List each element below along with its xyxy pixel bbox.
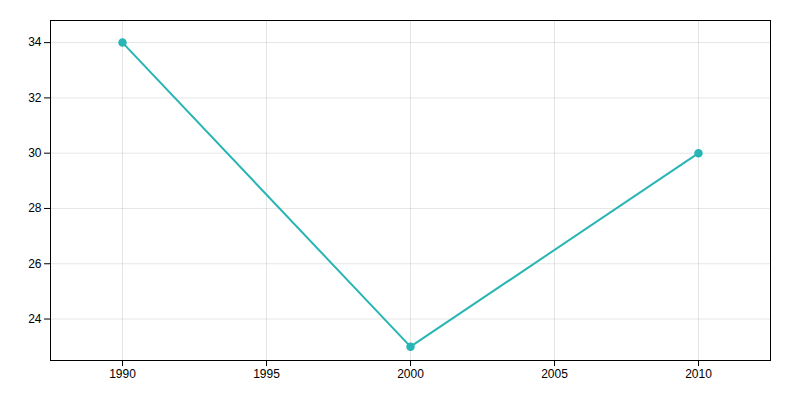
svg-text:28: 28 (28, 201, 42, 215)
svg-text:1990: 1990 (109, 367, 136, 381)
svg-text:24: 24 (28, 312, 42, 326)
svg-text:2010: 2010 (685, 367, 712, 381)
svg-text:2005: 2005 (541, 367, 568, 381)
svg-text:32: 32 (28, 91, 42, 105)
svg-text:30: 30 (28, 146, 42, 160)
svg-text:1995: 1995 (253, 367, 280, 381)
svg-text:2000: 2000 (397, 367, 424, 381)
svg-text:34: 34 (28, 35, 42, 49)
svg-text:26: 26 (28, 257, 42, 271)
